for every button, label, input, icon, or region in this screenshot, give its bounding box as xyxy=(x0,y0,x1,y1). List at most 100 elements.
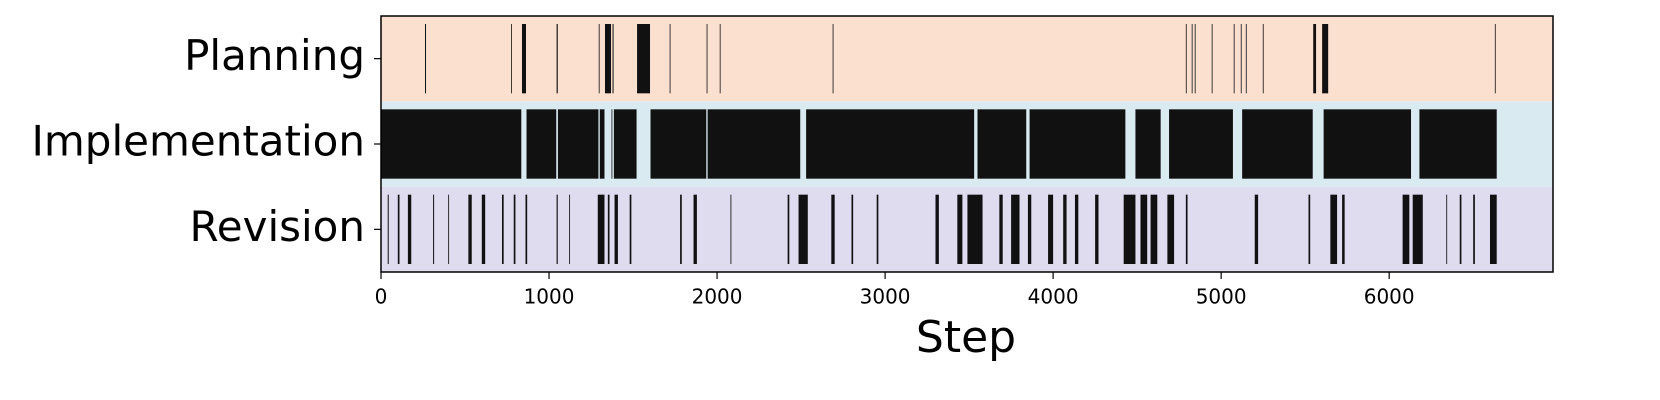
event-span xyxy=(637,24,651,94)
event-span xyxy=(1185,194,1188,264)
event-span xyxy=(598,24,600,94)
event-span xyxy=(1095,194,1099,264)
event-span xyxy=(680,194,682,264)
event-span xyxy=(1194,24,1196,94)
event-span xyxy=(448,194,450,264)
event-span xyxy=(387,194,389,264)
y-tick-label: Implementation xyxy=(32,117,366,166)
event-span xyxy=(730,194,732,264)
event-span xyxy=(614,194,618,264)
event-span xyxy=(1245,24,1247,94)
y-tick-label: Revision xyxy=(189,202,365,251)
event-span xyxy=(787,194,790,264)
y-tick-label: Planning xyxy=(184,31,365,80)
event-span xyxy=(693,194,697,264)
event-span xyxy=(1169,109,1233,179)
event-span xyxy=(521,24,527,94)
event-span xyxy=(1167,194,1175,264)
event-span xyxy=(669,24,671,94)
event-span xyxy=(468,194,472,264)
event-span xyxy=(707,109,801,179)
event-span xyxy=(1074,194,1079,264)
event-span xyxy=(1308,194,1311,264)
event-span xyxy=(1242,109,1313,179)
x-tick-label: 5000 xyxy=(1196,285,1247,309)
event-span xyxy=(1048,194,1054,264)
event-span xyxy=(1233,24,1235,94)
event-span xyxy=(1262,24,1264,94)
event-span xyxy=(957,194,963,264)
event-span xyxy=(597,194,605,264)
event-span xyxy=(719,24,721,94)
event-span xyxy=(629,194,632,264)
event-span xyxy=(525,194,528,264)
x-tick-label: 6000 xyxy=(1364,285,1415,309)
event-span xyxy=(569,194,571,264)
event-span xyxy=(513,194,516,264)
event-span xyxy=(613,109,637,179)
event-span xyxy=(1313,24,1317,94)
event-span xyxy=(397,194,400,264)
event-span xyxy=(1473,194,1475,264)
event-span xyxy=(1412,194,1423,264)
event-span xyxy=(1063,194,1067,264)
event-span xyxy=(526,109,557,179)
event-span xyxy=(1029,109,1126,179)
x-tick-label: 1000 xyxy=(524,285,575,309)
event-span xyxy=(381,109,522,179)
event-span xyxy=(501,194,504,264)
event-span xyxy=(611,109,613,179)
event-span xyxy=(1322,24,1329,94)
event-span xyxy=(612,24,614,94)
event-span xyxy=(832,24,834,94)
event-span xyxy=(999,194,1003,264)
event-span xyxy=(851,194,854,264)
event-span xyxy=(967,194,983,264)
event-span xyxy=(1011,194,1020,264)
event-span xyxy=(806,109,975,179)
event-span xyxy=(1240,24,1242,94)
x-axis-label: Step xyxy=(916,312,1016,363)
event-span xyxy=(1494,24,1496,94)
row-background xyxy=(381,16,1553,102)
x-tick-label: 4000 xyxy=(1028,285,1079,309)
event-span xyxy=(1211,24,1213,94)
event-span xyxy=(407,194,412,264)
event-span xyxy=(1342,194,1345,264)
event-span xyxy=(935,194,939,264)
event-span xyxy=(876,194,879,264)
event-span xyxy=(1123,194,1136,264)
event-span xyxy=(511,24,512,94)
event-span xyxy=(977,109,1027,179)
event-span xyxy=(481,194,486,264)
event-span xyxy=(607,194,610,264)
event-span xyxy=(1323,109,1412,179)
event-span xyxy=(1135,109,1161,179)
event-span xyxy=(1330,194,1338,264)
event-span xyxy=(556,194,558,264)
event-span xyxy=(1150,194,1158,264)
event-span xyxy=(1254,194,1259,264)
x-tick-label: 2000 xyxy=(692,285,743,309)
row-background xyxy=(381,186,1553,272)
x-tick-label: 0 xyxy=(375,285,388,309)
event-span xyxy=(1402,194,1410,264)
event-span xyxy=(650,109,707,179)
event-span xyxy=(1459,194,1462,264)
event-span xyxy=(1489,194,1497,264)
event-span xyxy=(556,24,558,94)
event-span xyxy=(433,194,435,264)
event-span xyxy=(1027,194,1032,264)
event-span xyxy=(706,24,708,94)
event-span xyxy=(1140,194,1148,264)
event-span xyxy=(798,194,808,264)
event-span xyxy=(1191,24,1193,94)
plot-frame xyxy=(380,15,1554,273)
event-span xyxy=(1419,109,1497,179)
event-span xyxy=(604,24,612,94)
x-tick-label: 3000 xyxy=(860,285,911,309)
event-span xyxy=(1185,24,1187,94)
event-span xyxy=(1446,194,1448,264)
event-span xyxy=(831,194,835,264)
